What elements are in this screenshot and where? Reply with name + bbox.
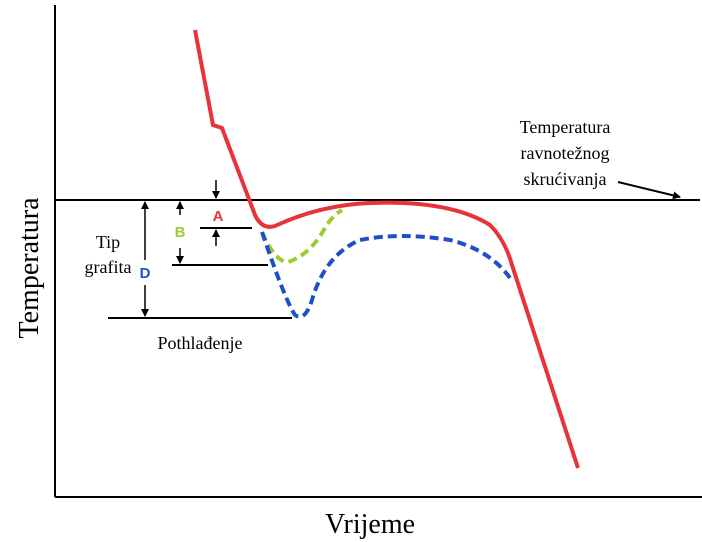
- red-curve: [193, 29, 580, 469]
- equilibrium-pointer: [617, 181, 681, 200]
- equilibrium-label: skrućivanja: [524, 169, 607, 189]
- equilibrium-label: ravnotežnog: [521, 143, 610, 163]
- undercooling-label: Pothlađenje: [158, 333, 243, 353]
- graphite-type-line: Tip: [96, 232, 120, 252]
- equilibrium-label: Temperatura: [520, 117, 611, 137]
- y-axis-label: Temperatura: [14, 197, 45, 339]
- blue-curve: [260, 231, 512, 319]
- x-axis-label: Vrijeme: [325, 509, 415, 540]
- green-curve: [260, 208, 344, 265]
- label-a: A: [213, 208, 224, 225]
- label-b: B: [175, 224, 186, 241]
- label-d: D: [140, 265, 151, 282]
- graphite-type-line: grafita: [85, 257, 132, 277]
